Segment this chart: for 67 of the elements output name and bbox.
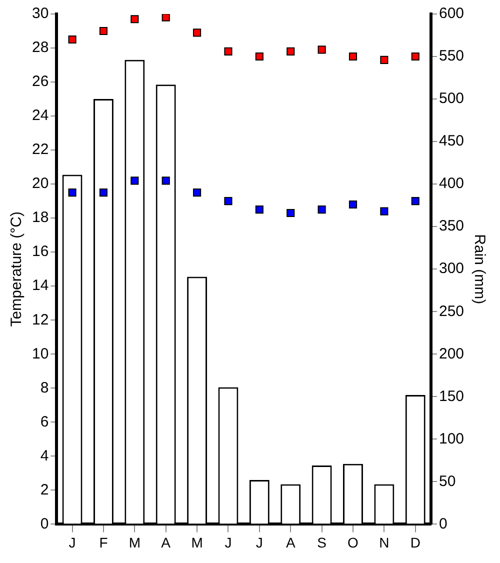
point (286, 208, 295, 218)
point (224, 47, 232, 56)
point (255, 206, 264, 214)
y-axis-title: Temperature (°C) (8, 212, 26, 327)
y-tick-label: 26 (32, 73, 49, 90)
point (318, 206, 326, 214)
point (348, 52, 358, 61)
x-tick-label: N (379, 534, 390, 550)
y-tick-label: 4 (40, 447, 49, 464)
y-tick-label: 0 (40, 515, 49, 532)
y2-axis-title: Rain (mm) (470, 234, 488, 304)
point (411, 52, 420, 61)
point (193, 188, 202, 197)
point (130, 15, 139, 24)
point (286, 47, 295, 56)
y2-tick-label: 0 (438, 515, 448, 532)
point (380, 56, 388, 64)
y2-tick-label: 300 (438, 260, 464, 278)
point (255, 52, 264, 61)
point (411, 197, 420, 206)
y2-tick-label: 150 (438, 388, 464, 405)
point (193, 28, 202, 37)
y-tick-label: 28 (32, 39, 49, 56)
point (380, 207, 388, 216)
point (318, 46, 326, 54)
y-tick-label: 30 (32, 5, 49, 22)
point (68, 188, 76, 197)
y-tick-label: 24 (32, 107, 49, 124)
y2-tick-label: 100 (438, 430, 464, 448)
point (162, 176, 170, 185)
y-tick-label: 20 (32, 175, 49, 192)
x-tick-label: M (191, 534, 203, 550)
x-tick-label: D (410, 534, 420, 550)
x-tick-label: O (348, 534, 359, 550)
y2-tick-label: 350 (438, 218, 464, 235)
x-tick-label: F (99, 534, 108, 550)
y2-tick-label: 500 (438, 90, 464, 108)
y2-tick-label: 50 (438, 472, 456, 490)
point (99, 188, 108, 197)
x-tick-label: J (68, 534, 76, 550)
point (224, 197, 232, 206)
y-tick-label: 22 (32, 141, 49, 158)
point (68, 35, 76, 44)
point (162, 14, 170, 22)
y-tick-label: 2 (40, 481, 49, 498)
y2-tick-label: 400 (438, 175, 464, 192)
y-tick-label: 10 (32, 345, 49, 362)
x-tick-label: J (224, 534, 232, 550)
y-tick-label: 8 (40, 379, 49, 396)
x-tick-label: A (286, 534, 296, 550)
y2-tick-label: 600 (438, 5, 464, 22)
point (130, 176, 139, 185)
y2-tick-label: 450 (438, 132, 464, 150)
y-tick-label: 12 (32, 311, 49, 328)
y-tick-label: 18 (32, 209, 49, 226)
y2-tick-label: 200 (438, 345, 464, 362)
point (348, 200, 358, 209)
point (99, 26, 108, 36)
x-tick-label: M (128, 534, 140, 550)
y-tick-label: 6 (40, 413, 49, 430)
y2-tick-label: 250 (438, 302, 464, 320)
x-tick-label: A (161, 534, 172, 550)
x-tick-label: J (256, 534, 263, 550)
x-tick-label: S (317, 534, 326, 550)
y-tick-label: 14 (32, 277, 49, 294)
y-tick-label: 16 (32, 243, 49, 260)
y2-tick-label: 550 (438, 48, 464, 65)
